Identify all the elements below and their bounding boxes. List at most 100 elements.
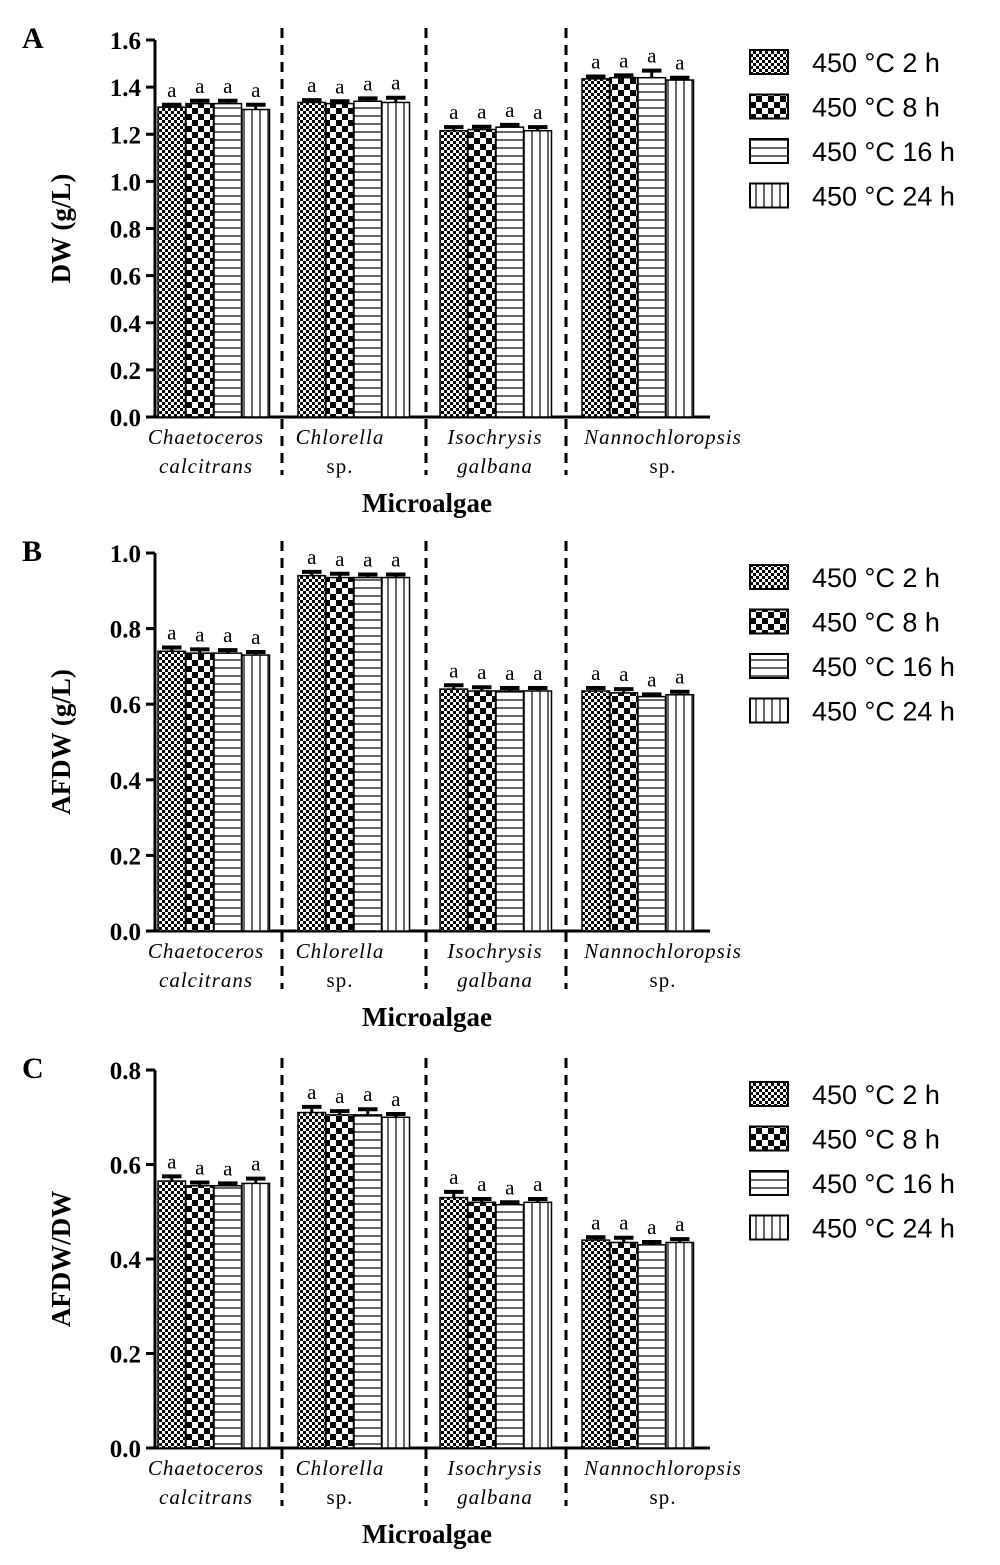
significance-letter: a	[251, 625, 261, 649]
significance-letter: a	[647, 1215, 657, 1239]
significance-letter: a	[223, 74, 233, 98]
significance-letter: a	[647, 44, 657, 68]
category-label-line2: calcitrans	[159, 968, 253, 992]
bar	[665, 79, 695, 418]
x-axis-title: Microalgae	[362, 488, 492, 518]
category-label-line2: sp.	[327, 454, 354, 478]
significance-letter: a	[533, 1172, 543, 1196]
bar	[609, 1241, 639, 1449]
significance-letter: a	[195, 1155, 205, 1179]
x-axis-title: Microalgae	[362, 1002, 492, 1032]
significance-letter: a	[391, 1087, 401, 1111]
legend-swatch	[749, 182, 789, 209]
y-axis-title: DW (g/L)	[46, 174, 76, 284]
legend-swatch	[749, 1125, 789, 1152]
significance-letter: a	[335, 74, 345, 98]
legend-label: 450 °C 24 h	[812, 1214, 955, 1244]
bar	[213, 652, 243, 932]
bar	[381, 1116, 411, 1449]
y-tick-label: 0.6	[110, 692, 141, 719]
category-label-line1: Chlorella	[296, 939, 385, 963]
bar	[581, 690, 611, 932]
y-tick-label: 1.0	[110, 169, 141, 196]
panel-letter: A	[22, 22, 44, 55]
bar	[241, 1182, 271, 1449]
significance-letter: a	[675, 665, 685, 689]
category-label-line1: Chaetoceros	[148, 1456, 264, 1480]
y-tick-label: 0.0	[110, 1436, 141, 1463]
category-label-line2: sp.	[650, 968, 677, 992]
bar	[325, 102, 355, 418]
significance-letter: a	[449, 1165, 459, 1189]
y-axis-title: AFDW/DW	[46, 1191, 76, 1328]
legend-swatch	[749, 1170, 789, 1196]
significance-letter: a	[619, 48, 629, 72]
bar	[353, 100, 383, 418]
bar	[495, 690, 525, 932]
legend-label: 450 °C 2 h	[812, 1080, 940, 1110]
significance-letter: a	[363, 548, 373, 572]
bar	[665, 694, 695, 932]
category-label-line1: Chlorella	[296, 425, 385, 449]
y-tick-label: 0.2	[110, 1342, 141, 1369]
category-label-line2: sp.	[650, 1485, 677, 1509]
significance-letter: a	[675, 51, 685, 75]
bar	[665, 1241, 695, 1449]
legend-label: 450 °C 16 h	[812, 652, 955, 682]
significance-letter: a	[167, 1149, 177, 1173]
bar	[241, 108, 271, 418]
significance-letter: a	[167, 621, 177, 645]
significance-letter: a	[533, 661, 543, 685]
bar	[185, 652, 215, 932]
y-tick-label: 0.8	[110, 217, 141, 244]
bar	[381, 576, 411, 932]
significance-letter: a	[223, 1156, 233, 1180]
category-label-line2: galbana	[457, 968, 533, 992]
y-tick-label: 0.4	[110, 768, 142, 795]
bar	[353, 1114, 383, 1449]
significance-letter: a	[533, 100, 543, 124]
y-tick-label: 0.8	[110, 617, 141, 644]
significance-letter: a	[307, 1080, 317, 1104]
significance-letter: a	[477, 660, 487, 684]
bar	[581, 1239, 611, 1449]
y-tick-label: 1.6	[110, 28, 141, 55]
legend-label: 450 °C 8 h	[812, 93, 940, 123]
y-tick-label: 0.6	[110, 1153, 141, 1180]
significance-letter: a	[195, 74, 205, 98]
bar	[637, 1244, 667, 1449]
significance-letter: a	[223, 623, 233, 647]
legend-swatch	[749, 49, 789, 75]
category-label-line1: Isochrysis	[446, 1456, 542, 1480]
legend-swatch	[749, 93, 789, 120]
legend-swatch	[749, 564, 789, 590]
y-tick-label: 0.2	[110, 358, 141, 385]
legend: 450 °C 2 h 450 °C 8 h 450 °C 16 h 450 °C 24…	[749, 1080, 955, 1244]
significance-letter: a	[335, 1084, 345, 1108]
y-tick-label: 0.8	[110, 1058, 141, 1085]
y-tick-label: 1.4	[110, 75, 142, 102]
y-tick-label: 0.6	[110, 264, 141, 291]
legend-swatch	[749, 1214, 789, 1241]
category-label-line2: sp.	[327, 1485, 354, 1509]
bar	[495, 1203, 525, 1449]
legend-label: 450 °C 8 h	[812, 1125, 940, 1155]
significance-letter: a	[505, 98, 515, 122]
bar	[297, 101, 327, 418]
legend-label: 450 °C 24 h	[812, 697, 955, 727]
significance-letter: a	[335, 547, 345, 571]
y-tick-label: 0.0	[110, 405, 141, 432]
bar	[467, 1201, 497, 1449]
bar	[241, 654, 271, 932]
y-tick-label: 1.2	[110, 122, 141, 149]
category-label-line2: galbana	[457, 454, 533, 478]
significance-letter: a	[195, 622, 205, 646]
significance-letter: a	[307, 545, 317, 569]
category-label-line2: calcitrans	[159, 454, 253, 478]
category-label-line2: sp.	[327, 968, 354, 992]
category-label-line1: Nannochloropsis	[583, 1456, 742, 1480]
legend-label: 450 °C 16 h	[812, 137, 955, 167]
y-tick-label: 0.4	[110, 1247, 142, 1274]
legend-swatch	[749, 1081, 789, 1107]
